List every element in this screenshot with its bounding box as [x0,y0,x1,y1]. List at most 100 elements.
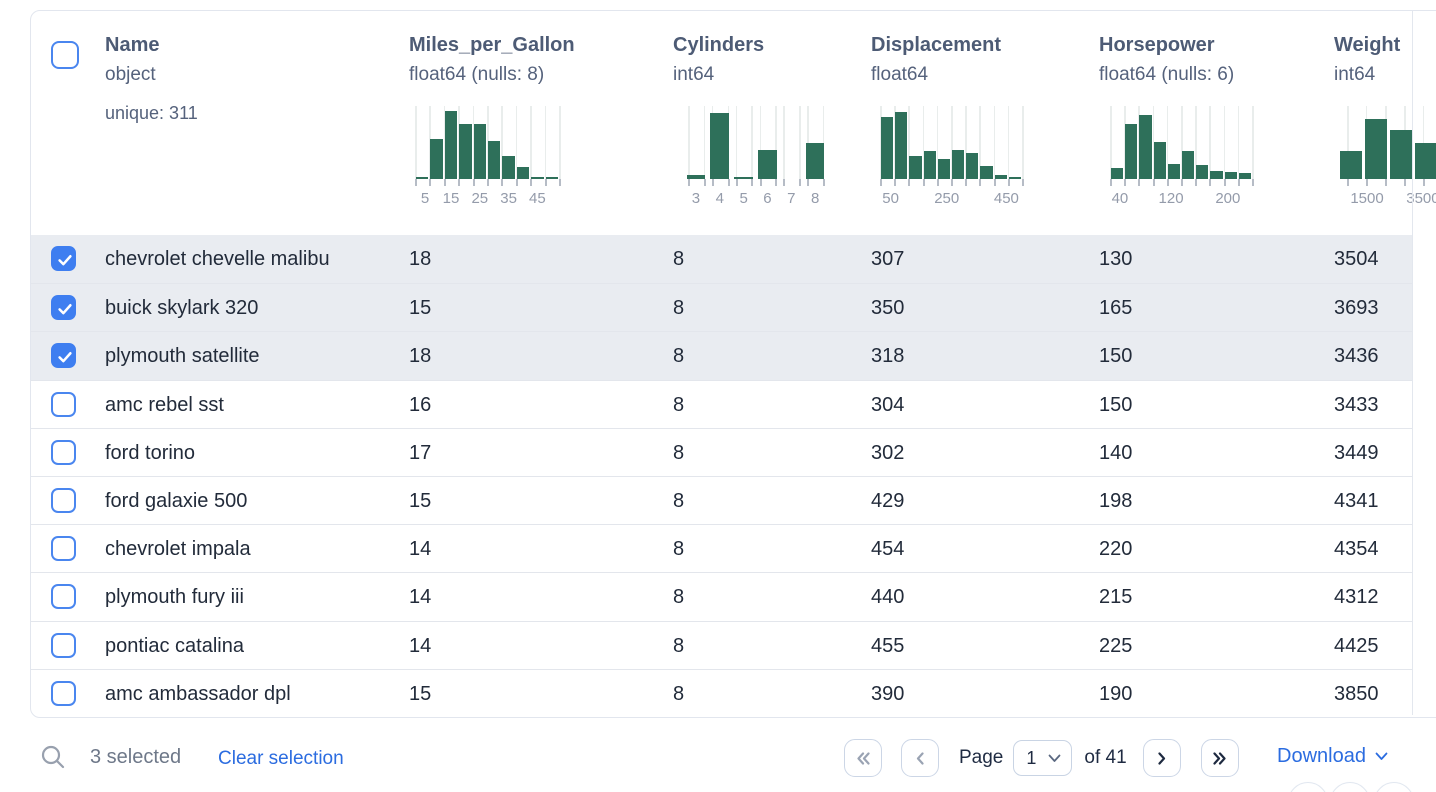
cell-weight: 3449 [1334,441,1379,464]
table-row[interactable]: ford galaxie 500 15 8 429 198 4341 [31,475,1412,524]
cell-miles_per_gallon: 16 [409,393,432,416]
axis-tick [1166,179,1169,186]
histogram-bar [516,167,530,179]
cell-displacement: 390 [871,682,905,705]
search-icon[interactable] [40,744,66,775]
cell-displacement: 350 [871,297,905,320]
histogram-bar [734,176,753,179]
download-menu[interactable]: Download [1277,745,1388,768]
cell-miles_per_gallon: 14 [409,634,432,657]
table-row[interactable]: pontiac catalina 14 8 455 225 4425 [31,620,1412,669]
histogram-bar [937,159,950,179]
cell-cylinders: 8 [673,586,685,609]
axis-tick [1110,179,1112,186]
table-row[interactable]: plymouth fury iii 14 8 440 215 4312 [31,572,1412,620]
last-page-button[interactable] [1200,739,1239,777]
row-checkbox[interactable] [51,487,76,513]
cell-weight: 3693 [1334,297,1379,320]
next-page-button[interactable] [1142,739,1181,777]
table-row[interactable]: chevrolet impala 14 8 454 220 4354 [31,524,1412,572]
histogram-gridline [880,106,882,179]
histogram-gridline [936,106,939,179]
histogram-gridline [759,106,761,179]
row-checkbox[interactable] [51,246,76,271]
axis-tick [936,179,939,186]
cell-displacement: 304 [871,393,905,416]
histogram-gridline [472,106,475,179]
axis-tick [515,179,518,186]
row-checkbox[interactable] [51,584,76,610]
axis-tick-label: 200 [1215,190,1241,207]
histogram-miles_per_gallon: 5 15 25 35 45 [415,106,561,207]
row-checkbox[interactable] [51,295,76,321]
row-checkbox[interactable] [51,536,76,562]
histogram-bar [488,141,501,179]
histogram-bar [1167,164,1180,179]
table-row[interactable]: amc ambassador dpl 15 8 390 190 3850 [31,668,1412,717]
axis-tick [880,179,882,186]
pagination: Page 1 of 41 [844,739,1239,777]
histogram-bar [416,176,429,179]
row-checkbox[interactable] [51,680,76,706]
histogram-weight: 1500 3500 [1340,106,1436,207]
page-select[interactable]: 1 [1013,740,1073,776]
axis-tick [1195,179,1198,186]
axis-tick [759,179,762,186]
cell-weight: 4312 [1334,586,1379,609]
cell-name: ford torino [105,441,196,464]
axis-tick [727,179,730,186]
cell-weight: 3436 [1334,345,1379,368]
row-checkbox[interactable] [51,632,76,658]
axis-tick-label: 120 [1158,190,1184,207]
axis-tick-label: 5 [739,190,748,207]
axis-tick-label: 450 [993,190,1019,207]
cell-cylinders: 8 [673,682,685,705]
histogram-bar [1008,177,1021,179]
histogram-gridline [799,106,801,179]
table-row[interactable]: ford torino 17 8 302 140 3449 [31,427,1412,476]
cell-displacement: 307 [871,248,905,270]
axis-tick-label: 25 [471,190,489,207]
row-checkbox[interactable] [51,343,76,369]
cell-cylinders: 8 [673,634,685,657]
cell-weight: 3433 [1334,393,1379,416]
axis-tick [711,179,714,186]
histogram-bar [994,174,1007,179]
prev-page-button[interactable] [901,739,939,777]
axis-tick [783,179,786,186]
histogram-gridline [908,106,910,179]
histogram-bar [710,113,730,179]
histogram-bar [758,149,777,179]
clear-selection-link[interactable]: Clear selection [218,748,344,769]
cell-cylinders: 8 [673,248,685,270]
column-header-miles_per_gallon: Miles_per_Gallon float64 (nulls: 8) [409,33,575,87]
table-row[interactable]: chevrolet chevelle malibu 18 8 307 130 3504 [31,235,1412,284]
cell-horsepower: 220 [1099,538,1133,561]
histogram-gridline [922,106,925,179]
table-row[interactable]: plymouth satellite 18 8 318 150 3436 [31,331,1412,380]
axis-tick-label: 1500 [1350,190,1384,207]
axis-tick [979,179,982,186]
histogram-gridline [735,106,738,179]
column-dtype: int64 [673,64,715,85]
histogram-bar [1390,130,1412,179]
axis-tick [472,179,475,186]
column-title: Name [105,34,160,56]
first-page-button[interactable] [844,739,882,777]
cell-displacement: 455 [871,634,905,657]
row-checkbox[interactable] [51,439,76,465]
table-row[interactable]: buick skylark 320 15 8 350 165 3693 [31,283,1412,332]
select-all-checkbox[interactable] [51,41,79,69]
histogram-gridline [1237,106,1240,179]
axis-tick [1181,179,1183,186]
column-separator [1412,11,1413,715]
histogram-plot [880,106,1024,179]
cell-horsepower: 150 [1099,393,1133,416]
cell-horsepower: 150 [1099,345,1133,368]
axis-tick [487,179,489,186]
histogram-bar [923,151,936,179]
row-checkbox[interactable] [51,391,76,417]
table-row[interactable]: amc rebel sst 16 8 304 150 3433 [31,379,1412,428]
selected-count: 3 selected [90,746,182,768]
axis-tick [1124,179,1127,186]
